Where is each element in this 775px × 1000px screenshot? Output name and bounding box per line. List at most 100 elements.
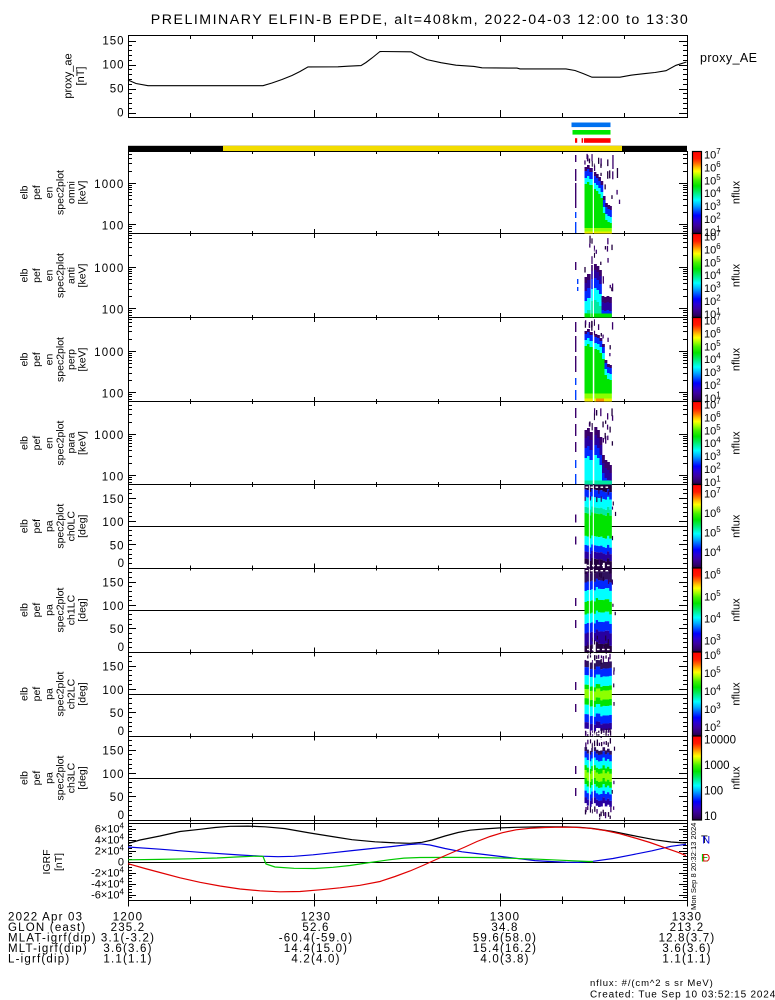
svg-text:150: 150: [102, 578, 124, 590]
svg-text:50: 50: [110, 540, 125, 552]
svg-text:52.6: 52.6: [302, 922, 329, 934]
svg-text:en: en: [44, 354, 56, 366]
svg-text:nflux: #/(cm^2 s sr MeV): nflux: #/(cm^2 s sr MeV): [590, 978, 714, 989]
svg-text:59.6(58.0): 59.6(58.0): [473, 933, 537, 945]
svg-text:MLT-igrf(dip): MLT-igrf(dip): [8, 943, 88, 955]
svg-text:3.6(3.6): 3.6(3.6): [662, 943, 711, 955]
svg-text:GLON (east): GLON (east): [8, 922, 86, 934]
svg-text:100: 100: [102, 60, 124, 72]
svg-text:-4×104: -4×104: [91, 877, 124, 891]
svg-text:100: 100: [102, 601, 124, 613]
svg-text:nflux: nflux: [731, 431, 743, 455]
svg-text:[keV]: [keV]: [77, 431, 89, 455]
svg-text:IGRF: IGRF: [41, 849, 53, 874]
svg-text:pef: pef: [31, 603, 43, 618]
svg-text:spec2plot: spec2plot: [55, 420, 67, 465]
svg-text:0: 0: [118, 726, 124, 738]
svg-text:proxy_ae: proxy_ae: [63, 53, 75, 98]
svg-text:213.2: 213.2: [670, 922, 705, 934]
svg-text:100: 100: [102, 517, 124, 529]
svg-text:proxy_AE: proxy_AE: [700, 51, 757, 65]
svg-text:pef: pef: [31, 519, 43, 534]
svg-text:0: 0: [118, 810, 124, 822]
svg-text:en: en: [44, 187, 56, 199]
svg-text:1300: 1300: [490, 912, 520, 924]
svg-text:1000: 1000: [704, 760, 730, 772]
svg-text:pef: pef: [31, 185, 43, 200]
svg-text:2×104: 2×104: [95, 844, 125, 858]
svg-text:spec2plot: spec2plot: [55, 504, 67, 549]
svg-text:pef: pef: [31, 771, 43, 786]
svg-text:4.2(4.0): 4.2(4.0): [291, 954, 340, 966]
svg-text:elb: elb: [19, 185, 31, 199]
svg-text:4.0(3.8): 4.0(3.8): [480, 954, 529, 966]
svg-text:perp: perp: [66, 349, 78, 370]
svg-text:elb: elb: [19, 603, 31, 617]
svg-text:spec2plot: spec2plot: [55, 170, 67, 215]
svg-text:elb: elb: [19, 687, 31, 701]
svg-text:0: 0: [118, 642, 124, 654]
svg-text:235.2: 235.2: [111, 922, 146, 934]
svg-text:100: 100: [102, 769, 124, 781]
svg-text:0: 0: [117, 108, 124, 120]
svg-text:elb: elb: [19, 436, 31, 450]
svg-text:50: 50: [110, 792, 125, 804]
svg-text:100: 100: [102, 304, 125, 316]
svg-text:1000: 1000: [94, 430, 124, 442]
svg-text:pa: pa: [44, 688, 56, 700]
svg-text:[nT]: [nT]: [53, 853, 65, 871]
svg-text:pef: pef: [31, 436, 43, 451]
svg-text:[deg]: [deg]: [77, 766, 89, 789]
svg-text:-6×104: -6×104: [91, 888, 124, 902]
svg-text:3.1(-3.2): 3.1(-3.2): [101, 933, 155, 945]
svg-text:anti: anti: [66, 267, 78, 284]
svg-text:50: 50: [110, 84, 125, 96]
svg-text:elb: elb: [19, 352, 31, 366]
svg-text:pa: pa: [44, 604, 56, 616]
svg-text:para: para: [66, 432, 78, 453]
svg-text:nflux: nflux: [731, 514, 743, 538]
svg-text:1200: 1200: [113, 912, 143, 924]
svg-text:MLAT-igrf(dip): MLAT-igrf(dip): [8, 933, 97, 945]
svg-text:spec2plot: spec2plot: [55, 755, 67, 800]
svg-text:nflux: nflux: [731, 263, 743, 287]
svg-text:150: 150: [102, 746, 124, 758]
svg-text:D: D: [702, 853, 710, 865]
svg-text:6×104: 6×104: [95, 822, 125, 836]
svg-text:100: 100: [102, 471, 125, 483]
svg-text:1000: 1000: [94, 263, 124, 275]
svg-text:nflux: nflux: [731, 180, 743, 204]
svg-text:pef: pef: [31, 687, 43, 702]
svg-text:ch0LC: ch0LC: [66, 511, 78, 542]
svg-text:L-igrf(dip): L-igrf(dip): [8, 954, 70, 966]
svg-text:3.6(3.6): 3.6(3.6): [103, 943, 152, 955]
svg-text:[deg]: [deg]: [77, 598, 89, 621]
svg-text:150: 150: [102, 494, 124, 506]
svg-text:10000: 10000: [704, 735, 736, 747]
svg-text:0: 0: [118, 558, 124, 570]
svg-text:Created: Tue Sep 10 03:52:15 2: Created: Tue Sep 10 03:52:15 2024: [590, 990, 775, 1000]
svg-text:12.8(3.7): 12.8(3.7): [659, 933, 716, 945]
svg-text:150: 150: [102, 36, 124, 48]
svg-text:E: E: [701, 852, 708, 864]
svg-text:14.4(15.0): 14.4(15.0): [284, 943, 348, 955]
svg-text:N: N: [702, 835, 710, 847]
svg-text:1230: 1230: [301, 912, 331, 924]
svg-text:pef: pef: [31, 268, 43, 283]
svg-text:-2×104: -2×104: [91, 866, 124, 880]
svg-text:1.1(1.1): 1.1(1.1): [662, 954, 711, 966]
svg-text:100: 100: [102, 220, 125, 232]
svg-text:spec2plot: spec2plot: [55, 337, 67, 382]
svg-text:elb: elb: [19, 771, 31, 785]
svg-text:4×104: 4×104: [95, 833, 125, 847]
svg-text:Mon Sep 8 20:32:13 2024: Mon Sep 8 20:32:13 2024: [689, 823, 698, 910]
svg-text:10: 10: [704, 811, 717, 823]
svg-text:[keV]: [keV]: [77, 180, 89, 204]
svg-text:elb: elb: [19, 268, 31, 282]
svg-text:spec2plot: spec2plot: [55, 253, 67, 298]
svg-text:ch1LC: ch1LC: [66, 594, 78, 625]
svg-text:ch3LC: ch3LC: [66, 762, 78, 793]
svg-text:100: 100: [102, 685, 124, 697]
svg-text:[deg]: [deg]: [77, 682, 89, 705]
svg-text:100: 100: [102, 388, 125, 400]
